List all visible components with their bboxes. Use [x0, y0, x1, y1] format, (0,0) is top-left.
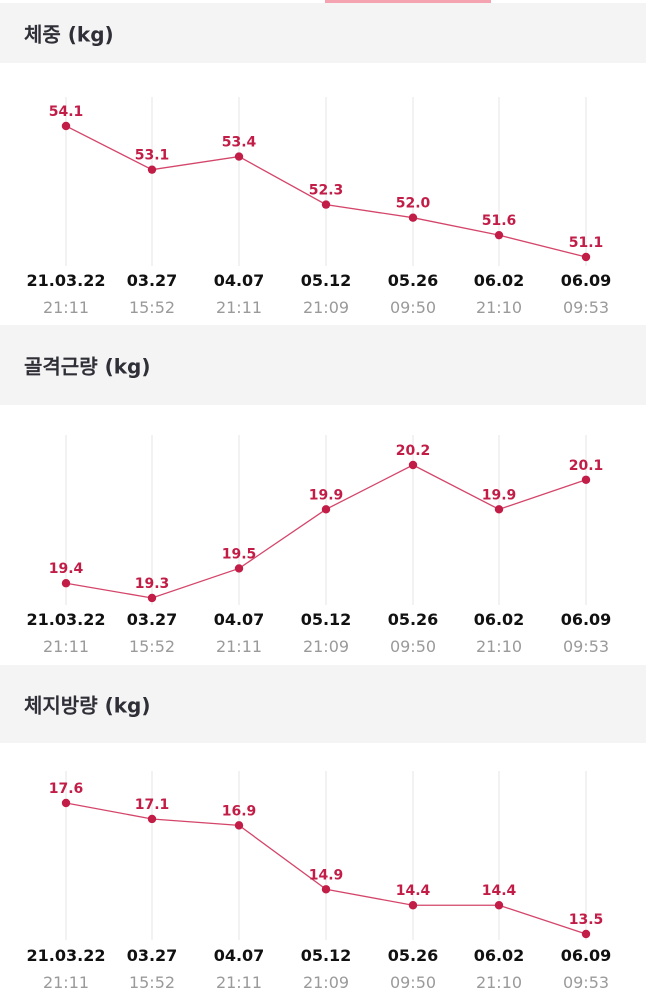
fat-x-time-label: 09:50 [390, 973, 436, 992]
weight-x-date-label: 21.03.22 [27, 271, 106, 290]
fat-x-time-label: 09:53 [563, 973, 609, 992]
weight-point [408, 213, 418, 222]
fat-x-date-label: 05.26 [388, 946, 439, 965]
weight-data-label: 53.4 [222, 135, 257, 151]
weight-x-time-label: 09:50 [390, 298, 436, 317]
muscle-x-date-label: 21.03.22 [27, 610, 106, 629]
fat-x-date-label: 06.02 [474, 946, 525, 965]
fat-data-label: 17.1 [135, 797, 170, 813]
muscle-data-label: 19.5 [222, 546, 257, 562]
fat-section-header: 체지방량 (kg) [0, 665, 646, 743]
weight-point [494, 230, 504, 240]
fat-data-label: 17.6 [49, 781, 84, 797]
fat-point [147, 814, 157, 824]
weight-x-date-label: 05.12 [301, 271, 352, 290]
weight-point [321, 200, 331, 209]
fat-x-time-label: 21:11 [43, 973, 89, 992]
weight-chart-title: 체중 (kg) [24, 22, 114, 47]
weight-x-time-label: 21:10 [476, 298, 522, 317]
muscle-point [147, 593, 157, 603]
muscle-point [234, 564, 244, 573]
muscle-x-date-label: 03.27 [127, 610, 178, 629]
muscle-section-header: 골격근량 (kg) [0, 325, 646, 405]
fat-x-date-label: 06.09 [561, 946, 612, 965]
muscle-data-label: 19.9 [309, 487, 344, 503]
muscle-data-label: 19.9 [482, 487, 517, 503]
muscle-x-date-label: 06.02 [474, 610, 525, 629]
muscle-point [408, 460, 418, 470]
muscle-data-label: 19.3 [135, 576, 170, 592]
muscle-x-date-label: 05.26 [388, 610, 439, 629]
weight-x-time-label: 21:11 [43, 298, 89, 317]
fat-x-time-label: 21:11 [216, 973, 262, 992]
muscle-chart: 19.4 21.03.22 21:11 19.3 03.27 15:52 19.5 04.07… [27, 435, 612, 656]
weight-x-date-label: 06.02 [474, 271, 525, 290]
fat-point [494, 901, 504, 910]
weight-x-date-label: 05.26 [388, 271, 439, 290]
muscle-x-time-label: 09:53 [563, 637, 609, 656]
weight-point [147, 165, 157, 174]
fat-data-label: 13.5 [569, 912, 604, 928]
weight-x-date-label: 04.07 [214, 271, 265, 290]
fat-chart: 17.6 21.03.22 21:11 17.1 03.27 15:52 16.9 04.07… [27, 771, 612, 992]
weight-data-label: 54.1 [49, 104, 84, 120]
fat-x-date-label: 03.27 [127, 946, 178, 965]
fat-chart-title: 체지방량 (kg) [24, 693, 151, 718]
fat-point [581, 929, 591, 939]
fat-data-label: 16.9 [222, 803, 257, 819]
fat-data-label: 14.4 [482, 883, 517, 899]
muscle-chart-title: 골격근량 (kg) [24, 354, 151, 379]
muscle-point [61, 579, 71, 588]
weight-point [61, 121, 71, 131]
weight-data-label: 53.1 [135, 148, 170, 164]
muscle-point [581, 475, 591, 484]
weight-x-time-label: 21:09 [303, 298, 349, 317]
muscle-x-date-label: 06.09 [561, 610, 612, 629]
weight-data-label: 51.1 [569, 235, 604, 251]
fat-point [61, 798, 71, 808]
muscle-data-label: 20.2 [396, 443, 431, 459]
fat-point [321, 885, 331, 894]
muscle-x-time-label: 09:50 [390, 637, 436, 656]
muscle-point [321, 505, 331, 514]
fat-x-time-label: 15:52 [129, 973, 175, 992]
muscle-x-time-label: 21:09 [303, 637, 349, 656]
weight-data-label: 52.0 [396, 196, 431, 212]
muscle-point [494, 505, 504, 514]
fat-x-date-label: 04.07 [214, 946, 265, 965]
weight-data-label: 51.6 [482, 213, 517, 229]
weight-x-time-label: 15:52 [129, 298, 175, 317]
fat-data-label: 14.4 [396, 883, 431, 899]
weight-point [234, 152, 244, 161]
fat-x-time-label: 21:10 [476, 973, 522, 992]
muscle-x-date-label: 04.07 [214, 610, 265, 629]
weight-point [581, 252, 591, 262]
tab-indicator [325, 0, 491, 3]
weight-data-label: 52.3 [309, 183, 344, 199]
weight-x-time-label: 21:11 [216, 298, 262, 317]
muscle-x-time-label: 21:10 [476, 637, 522, 656]
weight-x-date-label: 03.27 [127, 271, 178, 290]
muscle-x-time-label: 15:52 [129, 637, 175, 656]
muscle-data-label: 19.4 [49, 561, 84, 577]
muscle-data-label: 20.1 [569, 458, 604, 474]
fat-point [234, 821, 244, 830]
fat-x-date-label: 21.03.22 [27, 946, 106, 965]
fat-data-label: 14.9 [309, 867, 344, 883]
fat-point [408, 901, 418, 910]
weight-x-date-label: 06.09 [561, 271, 612, 290]
weight-chart: 54.1 21.03.22 21:11 53.1 03.27 15:52 53.4 04.07… [27, 97, 612, 317]
weight-section-header: 체중 (kg) [0, 3, 646, 63]
fat-x-time-label: 21:09 [303, 973, 349, 992]
weight-x-time-label: 09:53 [563, 298, 609, 317]
muscle-x-date-label: 05.12 [301, 610, 352, 629]
fat-x-date-label: 05.12 [301, 946, 352, 965]
muscle-x-time-label: 21:11 [216, 637, 262, 656]
muscle-x-time-label: 21:11 [43, 637, 89, 656]
